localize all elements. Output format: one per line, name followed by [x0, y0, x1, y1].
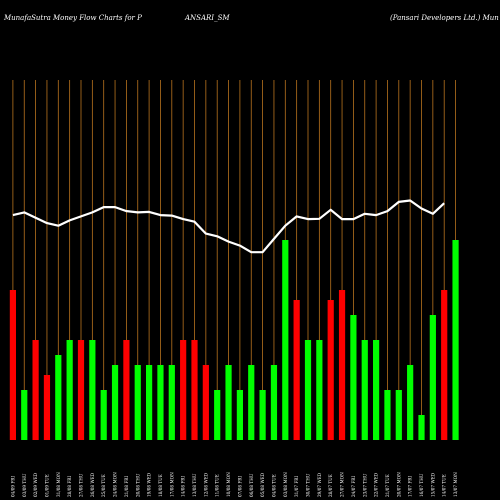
- x-tick-label: 12/08 WED: [203, 472, 208, 497]
- x-tick-label: 21/08 FRI: [124, 476, 129, 497]
- bar-35: [407, 365, 414, 440]
- bar-12: [146, 365, 153, 440]
- bar-5: [66, 340, 73, 440]
- bar-0: [9, 290, 16, 440]
- bar-33: [384, 390, 391, 440]
- x-tick-label: 14/07 TUE: [442, 474, 447, 497]
- bar-15: [180, 340, 187, 440]
- x-axis-ticks: 04/09 FRI 03/09 THU 02/09 WED 01/09 TUE 31/0…: [10, 472, 458, 497]
- x-tick-label: 07/08 FRI: [237, 476, 242, 497]
- bar-21: [248, 365, 255, 440]
- bar-38: [441, 290, 448, 440]
- x-tick-label: 03/09 THU: [22, 473, 27, 497]
- x-tick-label: 19/08 WED: [147, 472, 152, 497]
- x-tick-label: 26/08 WED: [90, 472, 95, 497]
- x-tick-label: 28/08 FRI: [67, 476, 72, 497]
- bar-28: [327, 300, 334, 440]
- bar-4: [55, 355, 62, 440]
- x-tick-label: 17/07 FRI: [408, 476, 413, 497]
- x-tick-label: 15/07 WED: [430, 472, 435, 497]
- x-tick-label: 05/08 WED: [260, 472, 265, 497]
- bar-27: [316, 340, 323, 440]
- x-tick-label: 27/07 MON: [340, 472, 345, 497]
- x-tick-label: 13/08 THU: [192, 473, 197, 497]
- x-tick-label: 14/08 FRI: [181, 476, 186, 497]
- bar-18: [214, 390, 221, 440]
- header-left: MunafaSutra Money Flow Charts for P: [3, 14, 142, 22]
- x-tick-label: 20/08 THU: [135, 473, 140, 497]
- header-center: ANSARI_SM: [184, 14, 230, 22]
- bar-1: [21, 390, 28, 440]
- bar-36: [418, 415, 425, 440]
- x-tick-label: 23/07 THU: [362, 473, 367, 497]
- x-tick-label: 16/07 THU: [419, 473, 424, 497]
- x-tick-label: 24/07 FRI: [351, 476, 356, 497]
- x-tick-label: 24/08 MON: [113, 472, 118, 497]
- x-tick-label: 29/07 WED: [317, 472, 322, 497]
- x-tick-label: 30/07 THU: [306, 473, 311, 497]
- bar-24: [282, 240, 289, 440]
- x-tick-label: 01/09 TUE: [44, 474, 49, 497]
- bar-17: [202, 365, 209, 440]
- x-tick-label: 02/09 WED: [33, 472, 38, 497]
- x-tick-label: 17/08 MON: [169, 472, 174, 497]
- bar-14: [168, 365, 175, 440]
- x-tick-label: 18/08 TUE: [158, 474, 163, 497]
- bar-31: [361, 340, 368, 440]
- x-tick-label: 22/07 WED: [374, 472, 379, 497]
- x-tick-label: 21/07 TUE: [385, 474, 390, 497]
- x-tick-label: 13/07 MON: [453, 472, 458, 497]
- bar-19: [225, 365, 232, 440]
- x-tick-label: 31/08 MON: [56, 472, 61, 497]
- x-tick-label: 28/07 TUE: [328, 474, 333, 497]
- bar-7: [89, 340, 96, 440]
- x-tick-label: 03/08 MON: [283, 472, 288, 497]
- bar-22: [259, 390, 266, 440]
- x-tick-label: 20/07 MON: [396, 472, 401, 497]
- bar-6: [77, 340, 85, 440]
- bar-23: [270, 365, 278, 440]
- x-tick-label: 25/08 TUE: [101, 474, 106, 497]
- bar-series: [9, 240, 459, 440]
- bar-3: [43, 375, 51, 440]
- bar-39: [452, 240, 459, 440]
- bar-11: [134, 365, 141, 440]
- x-tick-label: 10/08 MON: [226, 472, 231, 497]
- x-tick-label: 27/08 THU: [79, 473, 84, 497]
- bar-25: [293, 300, 300, 440]
- bar-29: [338, 290, 346, 440]
- bar-10: [123, 340, 130, 440]
- bar-13: [157, 365, 164, 440]
- money-flow-line: [12, 199, 445, 254]
- bar-30: [350, 315, 357, 440]
- bar-32: [373, 340, 380, 440]
- bar-2: [32, 340, 39, 440]
- bar-9: [111, 365, 119, 440]
- x-tick-label: 11/08 TUE: [215, 474, 220, 497]
- bar-26: [304, 340, 312, 440]
- header-right: (Pansari Developers Ltd.) Mun: [390, 14, 499, 22]
- bar-16: [191, 340, 198, 440]
- bar-20: [236, 390, 243, 440]
- x-tick-label: 06/08 THU: [249, 473, 254, 497]
- x-tick-label: 31/07 FRI: [294, 476, 299, 497]
- bar-34: [395, 390, 402, 440]
- bar-37: [429, 315, 436, 440]
- x-tick-label: 04/09 FRI: [10, 476, 15, 497]
- x-tick-label: 04/08 TUE: [271, 474, 276, 497]
- bar-8: [100, 390, 107, 440]
